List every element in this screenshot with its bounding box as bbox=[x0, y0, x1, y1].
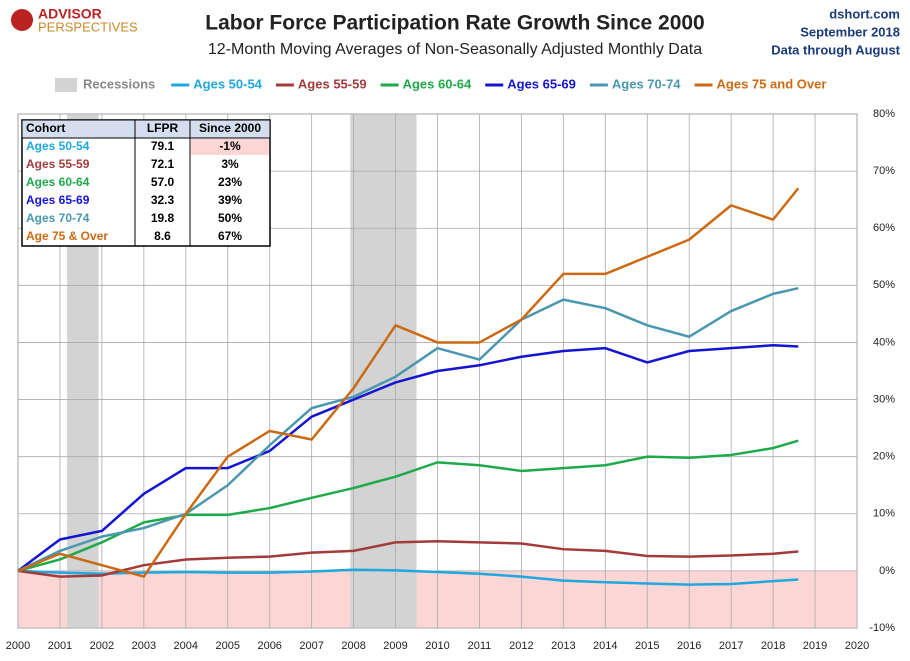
legend-label: Ages 65-69 bbox=[507, 76, 576, 91]
legend-label: Ages 60-64 bbox=[403, 76, 472, 91]
x-tick-label: 2011 bbox=[468, 640, 492, 652]
table-cell: 19.8 bbox=[151, 211, 175, 225]
y-tick-label: 30% bbox=[873, 393, 895, 405]
table-header-cell: Since 2000 bbox=[199, 121, 261, 135]
series-line bbox=[17, 187, 800, 578]
y-tick-label: 60% bbox=[873, 222, 895, 234]
x-tick-label: 2004 bbox=[174, 640, 198, 652]
legend-label: Ages 50-54 bbox=[193, 76, 262, 91]
x-tick-label: 2019 bbox=[803, 640, 827, 652]
table-header-cell: LFPR bbox=[147, 121, 179, 135]
x-tick-label: 2006 bbox=[257, 640, 281, 652]
y-tick-label: 10% bbox=[873, 508, 895, 520]
x-tick-label: 2003 bbox=[132, 640, 156, 652]
x-tick-label: 2014 bbox=[593, 640, 617, 652]
table-cell: 67% bbox=[218, 229, 242, 243]
table-cell: 32.3 bbox=[151, 193, 175, 207]
legend-label: Ages 70-74 bbox=[612, 76, 681, 91]
y-tick-label: 70% bbox=[873, 165, 895, 177]
source: dshort.com bbox=[829, 6, 900, 21]
table-cell: Ages 60-64 bbox=[26, 175, 90, 189]
y-tick-label: 0% bbox=[879, 565, 895, 577]
note: Data through August bbox=[771, 42, 900, 57]
legend-label: Ages 55-59 bbox=[298, 76, 367, 91]
x-tick-label: 2017 bbox=[719, 640, 743, 652]
table-cell: Ages 70-74 bbox=[26, 211, 90, 225]
table-cell: 50% bbox=[218, 211, 242, 225]
y-tick-label: 20% bbox=[873, 451, 895, 463]
series-line bbox=[17, 568, 799, 586]
table-cell: 57.0 bbox=[151, 175, 175, 189]
y-tick-label: -10% bbox=[869, 622, 895, 634]
series-line bbox=[17, 286, 799, 573]
table-cell: 3% bbox=[221, 157, 239, 171]
x-tick-label: 2008 bbox=[341, 640, 365, 652]
chart-title: Labor Force Participation Rate Growth Si… bbox=[205, 12, 704, 35]
logo: ADVISOR bbox=[38, 6, 102, 22]
y-tick-label: 40% bbox=[873, 336, 895, 348]
x-tick-label: 2020 bbox=[845, 640, 869, 652]
table-cell: 79.1 bbox=[151, 139, 175, 153]
table-cell: Ages 50-54 bbox=[26, 139, 90, 153]
legend-swatch bbox=[55, 78, 77, 92]
x-tick-label: 2010 bbox=[425, 640, 449, 652]
x-tick-label: 2002 bbox=[90, 640, 114, 652]
logo-icon bbox=[11, 9, 33, 31]
x-tick-label: 2012 bbox=[509, 640, 533, 652]
y-tick-label: 80% bbox=[873, 108, 895, 120]
x-tick-label: 2007 bbox=[299, 640, 323, 652]
y-tick-label: 50% bbox=[873, 279, 895, 291]
table-header-cell: Cohort bbox=[26, 121, 65, 135]
table-cell: Ages 55-59 bbox=[26, 157, 90, 171]
legend-label: Recessions bbox=[83, 76, 155, 91]
x-tick-label: 2016 bbox=[677, 640, 701, 652]
table-cell: 8.6 bbox=[154, 229, 171, 243]
table-cell: 23% bbox=[218, 175, 242, 189]
x-tick-label: 2001 bbox=[48, 640, 72, 652]
recession-band bbox=[350, 114, 417, 628]
table-cell: 72.1 bbox=[151, 157, 175, 171]
table-cell: 39% bbox=[218, 193, 242, 207]
legend-label: Ages 75 and Over bbox=[717, 76, 827, 91]
x-tick-label: 2013 bbox=[551, 640, 575, 652]
x-tick-label: 2005 bbox=[216, 640, 240, 652]
x-tick-label: 2018 bbox=[761, 640, 785, 652]
x-tick-label: 2000 bbox=[6, 640, 30, 652]
date: September 2018 bbox=[800, 24, 900, 39]
x-tick-label: 2015 bbox=[635, 640, 659, 652]
table-header bbox=[21, 119, 271, 139]
series-line bbox=[17, 439, 799, 573]
x-tick-label: 2009 bbox=[383, 640, 407, 652]
table-cell: Age 75 & Over bbox=[26, 229, 108, 243]
series-line bbox=[17, 344, 799, 572]
table-cell: Ages 65-69 bbox=[26, 193, 90, 207]
table-highlight bbox=[191, 139, 269, 155]
logo: PERSPECTIVES bbox=[38, 19, 138, 34]
table-cell: -1% bbox=[219, 139, 241, 153]
chart-subtitle: 12-Month Moving Averages of Non-Seasonal… bbox=[208, 41, 702, 58]
